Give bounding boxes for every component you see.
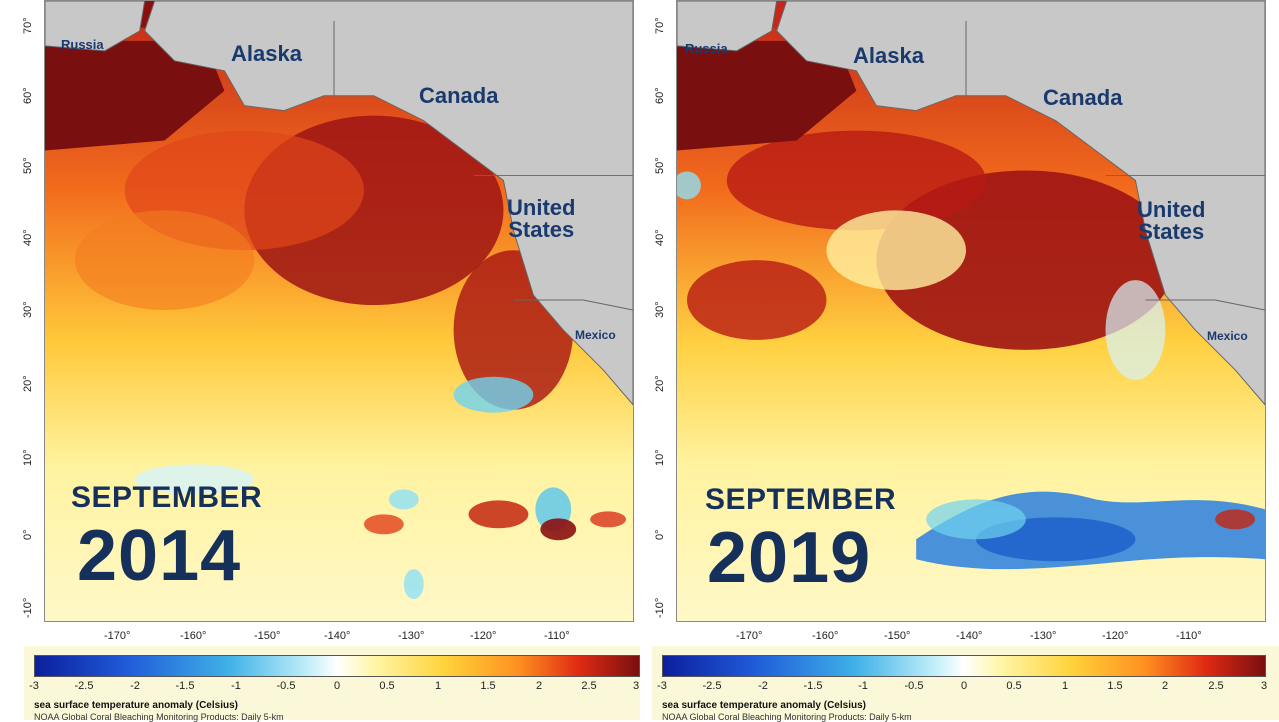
region-label-russia: Russia [61, 37, 104, 52]
legend-source: NOAA Global Coral Bleaching Monitoring P… [34, 712, 284, 722]
region-label-united-states: United States [1137, 199, 1205, 243]
legend-tick: 1.5 [480, 680, 496, 692]
region-label-russia: Russia [685, 41, 728, 56]
region-label-mexico: Mexico [575, 328, 616, 342]
lon-tick: -140° [324, 630, 351, 642]
region-label-mexico: Mexico [1207, 329, 1248, 343]
year-label: 2014 [77, 516, 242, 596]
map-panel-2014: Russia Alaska Canada United States Mexic… [0, 0, 640, 720]
legend-tick: -3 [29, 680, 39, 692]
lon-tick: -130° [398, 630, 425, 642]
region-label-canada: Canada [419, 83, 499, 108]
legend-tick: 1 [1061, 680, 1069, 692]
region-label-alaska: Alaska [853, 43, 924, 68]
lon-tick: -150° [884, 630, 911, 642]
lon-tick: -170° [736, 630, 763, 642]
united-states-line2: States [508, 217, 575, 242]
sst-anomaly-map-2019: Russia Alaska Canada United States Mexic… [676, 0, 1266, 622]
legend-tick: 0 [960, 680, 968, 692]
lat-tick: 10° [22, 449, 34, 466]
legend-tick: 0 [333, 680, 341, 692]
legend-tick: 3 [1260, 680, 1268, 692]
legend-tick: -1.5 [175, 680, 195, 692]
legend-tick: -3 [657, 680, 667, 692]
legend-tick: -1 [231, 680, 241, 692]
lat-tick: 20° [22, 375, 34, 392]
legend-title: sea surface temperature anomaly (Celsius… [34, 700, 238, 711]
legend-source: NOAA Global Coral Bleaching Monitoring P… [662, 712, 912, 722]
lon-tick: -110° [544, 630, 570, 642]
legend-tick: 1.5 [1107, 680, 1123, 692]
lon-tick: -120° [470, 630, 497, 642]
lon-tick: -170° [104, 630, 131, 642]
map-graphic [677, 1, 1265, 621]
lat-tick: 50° [654, 157, 666, 174]
color-legend-right: -3 -2.5 -2 -1.5 -1 -0.5 0 0.5 1 1.5 2 2.… [652, 646, 1279, 722]
legend-tick: -2.5 [702, 680, 722, 692]
legend-tick: 2.5 [581, 680, 597, 692]
legend-tick: -2 [758, 680, 768, 692]
legend-tick: -1 [858, 680, 868, 692]
lon-tick: -150° [254, 630, 281, 642]
legend-tick: 2 [1161, 680, 1169, 692]
region-label-alaska: Alaska [231, 41, 302, 66]
lat-tick: 60° [22, 87, 34, 104]
lat-tick: 60° [654, 87, 666, 104]
lat-tick: 50° [22, 157, 34, 174]
color-legend-left: -3 -2.5 -2 -1.5 -1 -0.5 0 0.5 1 1.5 2 2.… [24, 646, 640, 722]
lat-tick: 20° [654, 375, 666, 392]
lon-tick: -160° [180, 630, 207, 642]
year-label: 2019 [707, 518, 872, 598]
month-label: SEPTEMBER [71, 481, 263, 514]
lat-tick: 10° [654, 449, 666, 466]
lat-tick: 0° [654, 529, 666, 540]
lat-tick: 40° [654, 229, 666, 246]
lat-tick: 30° [654, 301, 666, 318]
legend-tick: -0.5 [276, 680, 296, 692]
legend-tick: 1 [434, 680, 442, 692]
united-states-line2: States [1138, 219, 1205, 244]
legend-tick: -0.5 [904, 680, 924, 692]
legend-tick: 2.5 [1208, 680, 1224, 692]
color-scale-bar [34, 655, 640, 677]
lon-tick: -110° [1176, 630, 1202, 642]
lat-tick: 70° [654, 17, 666, 34]
map-graphic [45, 1, 633, 621]
lat-tick: -10° [22, 597, 34, 618]
lat-tick: -10° [654, 597, 666, 618]
region-label-united-states: United States [507, 197, 575, 241]
legend-tick: 0.5 [1006, 680, 1022, 692]
legend-tick: 3 [632, 680, 640, 692]
lon-tick: -160° [812, 630, 839, 642]
legend-tick: -1.5 [803, 680, 823, 692]
sst-anomaly-map-2014: Russia Alaska Canada United States Mexic… [44, 0, 634, 622]
lon-tick: -140° [956, 630, 983, 642]
region-label-canada: Canada [1043, 85, 1123, 110]
lon-tick: -120° [1102, 630, 1129, 642]
legend-tick: -2.5 [74, 680, 94, 692]
month-label: SEPTEMBER [705, 483, 897, 516]
legend-tick: -2 [130, 680, 140, 692]
legend-tick: 2 [535, 680, 543, 692]
legend-tick: 0.5 [379, 680, 395, 692]
lat-tick: 40° [22, 229, 34, 246]
lon-tick: -130° [1030, 630, 1057, 642]
united-states-line1: United [507, 195, 576, 220]
map-panel-2019: Russia Alaska Canada United States Mexic… [640, 0, 1279, 720]
united-states-line1: United [1137, 197, 1206, 222]
color-scale-bar [662, 655, 1266, 677]
lat-tick: 30° [22, 301, 34, 318]
legend-title: sea surface temperature anomaly (Celsius… [662, 700, 866, 711]
lat-tick: 0° [22, 529, 34, 540]
lat-tick: 70° [22, 17, 34, 34]
